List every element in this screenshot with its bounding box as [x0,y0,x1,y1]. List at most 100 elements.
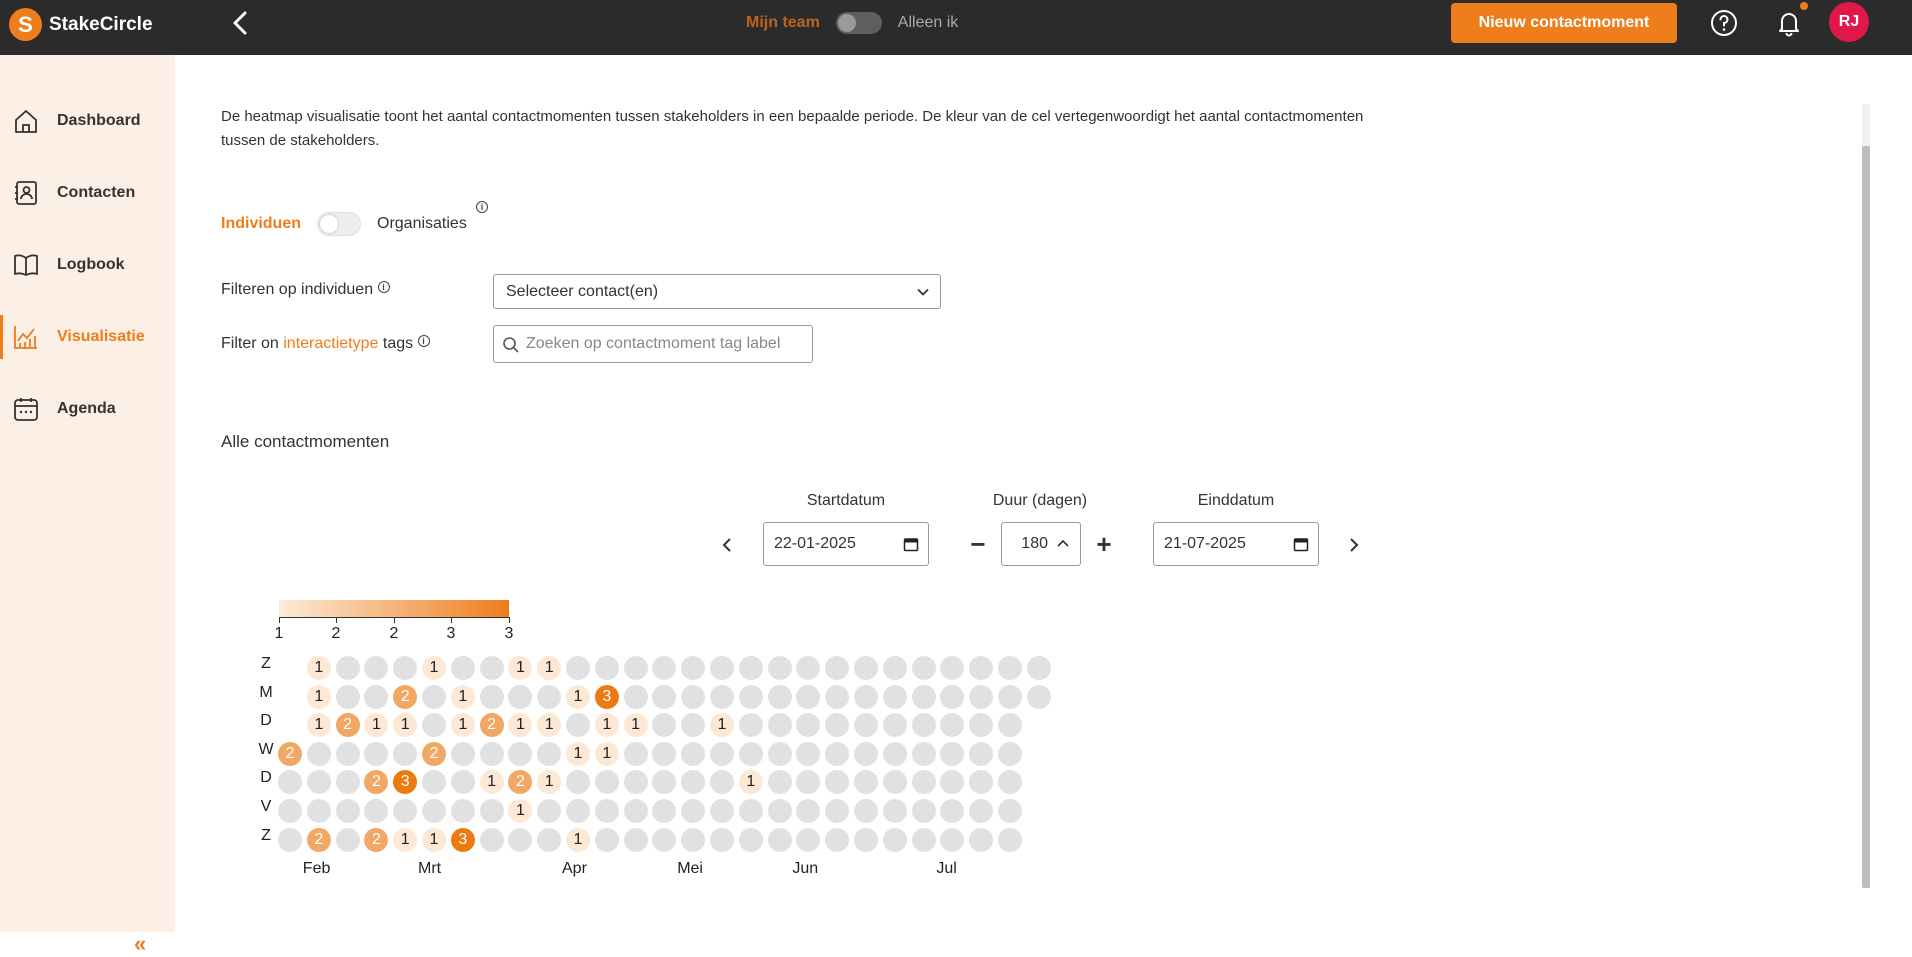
heatmap-cell[interactable] [767,827,792,852]
sidebar-item-agenda[interactable]: Agenda [0,381,175,437]
heatmap-cell[interactable]: 1 [566,827,590,852]
heatmap-cell[interactable]: 1 [393,713,418,738]
sidebar-item-logbook[interactable]: Logbook [0,237,175,293]
heatmap-cell[interactable]: 2 [278,741,302,766]
heatmap-cell[interactable] [594,656,619,680]
heatmap-cell[interactable]: 2 [508,770,533,795]
heatmap-cell[interactable]: 2 [364,827,389,852]
heatmap-cell[interactable] [825,770,850,795]
heatmap-cell[interactable] [911,770,936,795]
heatmap-cell[interactable] [969,827,994,852]
heatmap-cell[interactable] [854,799,878,823]
heatmap-cell[interactable] [335,684,360,709]
heatmap-cell[interactable] [738,656,763,680]
heatmap-cell[interactable] [335,770,360,795]
heatmap-cell[interactable] [681,656,706,680]
heatmap-cell[interactable] [364,799,389,823]
heatmap-cell[interactable] [623,770,648,795]
collapse-sidebar-icon[interactable]: « [134,931,147,956]
heatmap-cell[interactable] [566,656,590,680]
heatmap-cell[interactable] [710,799,734,823]
heatmap-cell[interactable] [566,713,590,738]
heatmap-cell[interactable] [422,713,446,738]
heatmap-cell[interactable] [767,799,792,823]
heatmap-cell[interactable] [767,684,792,709]
heatmap-cell[interactable] [422,770,446,795]
heatmap-cell[interactable] [882,684,907,709]
heatmap-cell[interactable]: 1 [306,656,331,680]
heatmap-cell[interactable] [882,799,907,823]
heatmap-cell[interactable] [911,684,936,709]
heatmap-cell[interactable]: 1 [508,656,533,680]
heatmap-cell[interactable] [479,741,504,766]
heatmap-cell[interactable] [306,799,331,823]
heatmap-cell[interactable] [479,656,504,680]
heatmap-cell[interactable] [998,713,1022,738]
heatmap-cell[interactable] [911,741,936,766]
heatmap-cell[interactable] [767,656,792,680]
heatmap-cell[interactable]: 1 [537,713,562,738]
heatmap-cell[interactable] [652,684,677,709]
heatmap-cell[interactable] [825,684,850,709]
heatmap-cell[interactable] [537,827,562,852]
heatmap-cell[interactable] [364,656,389,680]
heatmap-cell[interactable] [854,827,878,852]
heatmap-cell[interactable] [796,713,821,738]
heatmap-cell[interactable]: 2 [364,770,389,795]
heatmap-cell[interactable]: 1 [364,713,389,738]
heatmap-cell[interactable]: 3 [450,827,475,852]
increase-duration-button[interactable]: + [1096,529,1112,559]
heatmap-cell[interactable] [767,770,792,795]
heatmap-cell[interactable] [969,741,994,766]
heatmap-cell[interactable] [393,656,418,680]
heatmap-cell[interactable] [278,827,302,852]
tag-search-input[interactable] [526,326,806,362]
heatmap-cell[interactable] [998,684,1022,709]
heatmap-cell[interactable] [393,741,418,766]
heatmap-cell[interactable] [998,656,1022,680]
heatmap-cell[interactable] [710,656,734,680]
heatmap-cell[interactable] [306,770,331,795]
next-period-icon[interactable] [1343,534,1365,556]
heatmap-cell[interactable]: 1 [479,770,504,795]
heatmap-cell[interactable] [681,827,706,852]
heatmap-cell[interactable] [450,799,475,823]
heatmap-cell[interactable] [566,799,590,823]
heatmap-cell[interactable] [450,656,475,680]
heatmap-cell[interactable] [825,741,850,766]
heatmap-cell[interactable] [508,827,533,852]
decrease-duration-button[interactable]: − [970,529,986,559]
heatmap-cell[interactable] [882,713,907,738]
help-icon[interactable] [1709,8,1739,38]
heatmap-cell[interactable] [969,770,994,795]
heatmap-cell[interactable] [738,713,763,738]
heatmap-cell[interactable] [335,741,360,766]
heatmap-cell[interactable]: 2 [335,713,360,738]
heatmap-cell[interactable] [710,741,734,766]
heatmap-cell[interactable]: 1 [393,827,418,852]
scrollbar-thumb[interactable] [1862,146,1870,888]
heatmap-cell[interactable] [796,656,821,680]
heatmap-cell[interactable]: 1 [594,713,619,738]
heatmap-cell[interactable]: 1 [566,741,590,766]
heatmap-cell[interactable] [969,656,994,680]
heatmap-cell[interactable]: 1 [450,684,475,709]
heatmap-cell[interactable] [335,799,360,823]
sidebar-item-dashboard[interactable]: Dashboard [0,93,175,149]
heatmap-cell[interactable] [911,827,936,852]
heatmap-cell[interactable] [911,799,936,823]
back-arrow-icon[interactable] [226,8,256,38]
notification-bell-icon[interactable] [1774,8,1804,38]
heatmap-cell[interactable] [508,684,533,709]
heatmap-cell[interactable] [710,827,734,852]
heatmap-cell[interactable] [623,684,648,709]
heatmap-cell[interactable] [825,713,850,738]
heatmap-cell[interactable] [825,656,850,680]
heatmap-cell[interactable] [767,713,792,738]
previous-period-icon[interactable] [716,534,738,556]
heatmap-cell[interactable]: 1 [566,684,590,709]
heatmap-cell[interactable] [652,799,677,823]
heatmap-cell[interactable] [450,741,475,766]
heatmap-cell[interactable] [537,799,562,823]
heatmap-cell[interactable] [796,827,821,852]
